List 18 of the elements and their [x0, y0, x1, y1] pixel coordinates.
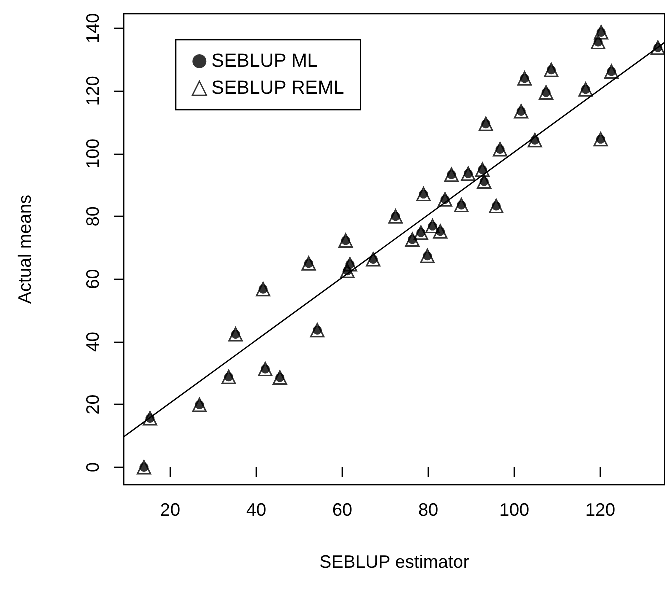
x-tick-label: 20 — [160, 500, 180, 520]
y-tick-label: 140 — [83, 13, 103, 44]
x-tick-label: 60 — [332, 500, 352, 520]
legend-label: SEBLUP ML — [212, 51, 318, 72]
x-axis-title: SEBLUP estimator — [320, 552, 470, 572]
y-tick-label: 20 — [83, 394, 103, 415]
legend-label: SEBLUP REML — [212, 78, 344, 99]
y-tick-label: 120 — [83, 76, 103, 106]
x-tick-label: 120 — [585, 500, 616, 520]
y-tick-label: 40 — [83, 332, 103, 352]
y-tick-label: 0 — [83, 462, 103, 472]
y-tick-label: 100 — [83, 138, 103, 169]
y-axis-title: Actual means — [15, 194, 35, 304]
x-tick-label: 100 — [499, 500, 530, 520]
x-tick-label: 40 — [246, 500, 266, 520]
y-tick-label: 60 — [83, 269, 103, 290]
x-tick-label: 80 — [418, 500, 438, 520]
y-tick-label: 80 — [83, 206, 103, 227]
